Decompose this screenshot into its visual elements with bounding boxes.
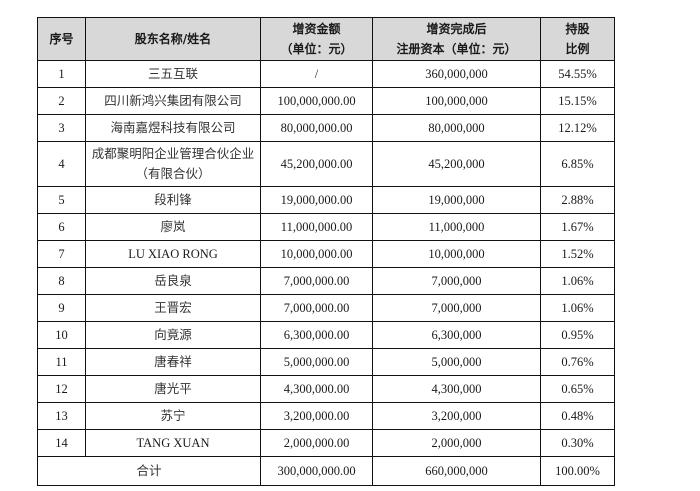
- registered-capital: 80,000,000: [372, 114, 541, 142]
- shareholder-name: 海南嘉煜科技有限公司: [85, 114, 261, 142]
- increase-amount: 100,000,000.00: [260, 87, 373, 115]
- table-row: 7 LU XIAO RONG 10,000,000.00 10,000,000 …: [37, 240, 615, 268]
- header-index: 序号: [37, 17, 86, 61]
- increase-amount: 7,000,000.00: [260, 267, 373, 295]
- shareholder-name: 段利锋: [85, 186, 261, 214]
- holding-ratio: 1.52%: [540, 240, 615, 268]
- increase-amount: 4,300,000.00: [260, 375, 373, 403]
- registered-capital: 7,000,000: [372, 294, 541, 322]
- shareholder-name: 王晋宏: [85, 294, 261, 322]
- shareholder-name: 唐光平: [85, 375, 261, 403]
- header-increase: 增资金额 （单位：元）: [260, 17, 373, 61]
- row-index: 13: [37, 402, 86, 430]
- registered-capital: 45,200,000: [372, 141, 541, 187]
- registered-capital: 100,000,000: [372, 87, 541, 115]
- row-index: 14: [37, 429, 86, 457]
- increase-amount: 45,200,000.00: [260, 141, 373, 187]
- registered-capital: 19,000,000: [372, 186, 541, 214]
- row-index: 8: [37, 267, 86, 295]
- increase-amount: /: [260, 60, 373, 88]
- increase-amount: 2,000,000.00: [260, 429, 373, 457]
- shareholder-name: 唐春祥: [85, 348, 261, 376]
- registered-capital: 7,000,000: [372, 267, 541, 295]
- registered-capital: 4,300,000: [372, 375, 541, 403]
- holding-ratio: 0.95%: [540, 321, 615, 349]
- holding-ratio: 6.85%: [540, 141, 615, 187]
- row-index: 11: [37, 348, 86, 376]
- row-index: 9: [37, 294, 86, 322]
- holding-ratio: 15.15%: [540, 87, 615, 115]
- holding-ratio: 12.12%: [540, 114, 615, 142]
- increase-amount: 5,000,000.00: [260, 348, 373, 376]
- holding-ratio: 0.48%: [540, 402, 615, 430]
- header-row: 序号 股东名称/姓名 增资金额 （单位：元） 增资完成后 注册资本（单位：元） …: [37, 17, 615, 61]
- row-index: 1: [37, 60, 86, 88]
- holding-ratio: 1.06%: [540, 267, 615, 295]
- registered-capital: 11,000,000: [372, 213, 541, 241]
- table-row: 1 三五互联 / 360,000,000 54.55%: [37, 60, 615, 88]
- holding-ratio: 0.65%: [540, 375, 615, 403]
- row-index: 3: [37, 114, 86, 142]
- holding-ratio: 1.67%: [540, 213, 615, 241]
- shareholder-name: 成都聚明阳企业管理合伙企业 （有限合伙）: [85, 141, 261, 187]
- holding-ratio: 0.76%: [540, 348, 615, 376]
- increase-amount: 19,000,000.00: [260, 186, 373, 214]
- holding-ratio: 2.88%: [540, 186, 615, 214]
- registered-capital: 10,000,000: [372, 240, 541, 268]
- row-index: 5: [37, 186, 86, 214]
- header-registered-capital: 增资完成后 注册资本（单位：元）: [372, 17, 541, 61]
- shareholder-name: TANG XUAN: [85, 429, 261, 457]
- row-index: 2: [37, 87, 86, 115]
- holding-ratio: 54.55%: [540, 60, 615, 88]
- table-row: 14 TANG XUAN 2,000,000.00 2,000,000 0.30…: [37, 429, 615, 457]
- registered-capital: 3,200,000: [372, 402, 541, 430]
- shareholder-name: 苏宁: [85, 402, 261, 430]
- shareholder-capital-table: 序号 股东名称/姓名 增资金额 （单位：元） 增资完成后 注册资本（单位：元） …: [37, 17, 615, 486]
- increase-amount: 6,300,000.00: [260, 321, 373, 349]
- table-row: 5 段利锋 19,000,000.00 19,000,000 2.88%: [37, 186, 615, 214]
- shareholder-name: 三五互联: [85, 60, 261, 88]
- table-row: 3 海南嘉煜科技有限公司 80,000,000.00 80,000,000 12…: [37, 114, 615, 142]
- row-index: 6: [37, 213, 86, 241]
- header-name: 股东名称/姓名: [85, 17, 261, 61]
- shareholder-name: 廖岚: [85, 213, 261, 241]
- total-registered-capital: 660,000,000: [372, 456, 541, 486]
- header-ratio: 持股 比例: [540, 17, 615, 61]
- row-index: 7: [37, 240, 86, 268]
- table-row: 4 成都聚明阳企业管理合伙企业 （有限合伙） 45,200,000.00 45,…: [37, 141, 615, 187]
- table-row: 11 唐春祥 5,000,000.00 5,000,000 0.76%: [37, 348, 615, 376]
- registered-capital: 5,000,000: [372, 348, 541, 376]
- table-row: 8 岳良泉 7,000,000.00 7,000,000 1.06%: [37, 267, 615, 295]
- total-row: 合计 300,000,000.00 660,000,000 100.00%: [37, 456, 615, 486]
- total-increase: 300,000,000.00: [260, 456, 373, 486]
- increase-amount: 3,200,000.00: [260, 402, 373, 430]
- holding-ratio: 0.30%: [540, 429, 615, 457]
- shareholder-name: 向竟源: [85, 321, 261, 349]
- total-label: 合计: [37, 456, 261, 486]
- table-row: 13 苏宁 3,200,000.00 3,200,000 0.48%: [37, 402, 615, 430]
- table-row: 6 廖岚 11,000,000.00 11,000,000 1.67%: [37, 213, 615, 241]
- total-ratio: 100.00%: [540, 456, 615, 486]
- increase-amount: 80,000,000.00: [260, 114, 373, 142]
- row-index: 10: [37, 321, 86, 349]
- table-row: 10 向竟源 6,300,000.00 6,300,000 0.95%: [37, 321, 615, 349]
- shareholder-name: 岳良泉: [85, 267, 261, 295]
- row-index: 12: [37, 375, 86, 403]
- registered-capital: 6,300,000: [372, 321, 541, 349]
- shareholder-name: 四川新鸿兴集团有限公司: [85, 87, 261, 115]
- increase-amount: 7,000,000.00: [260, 294, 373, 322]
- table-row: 12 唐光平 4,300,000.00 4,300,000 0.65%: [37, 375, 615, 403]
- increase-amount: 10,000,000.00: [260, 240, 373, 268]
- holding-ratio: 1.06%: [540, 294, 615, 322]
- registered-capital: 360,000,000: [372, 60, 541, 88]
- table-row: 9 王晋宏 7,000,000.00 7,000,000 1.06%: [37, 294, 615, 322]
- table-row: 2 四川新鸿兴集团有限公司 100,000,000.00 100,000,000…: [37, 87, 615, 115]
- increase-amount: 11,000,000.00: [260, 213, 373, 241]
- row-index: 4: [37, 141, 86, 187]
- registered-capital: 2,000,000: [372, 429, 541, 457]
- shareholder-name: LU XIAO RONG: [85, 240, 261, 268]
